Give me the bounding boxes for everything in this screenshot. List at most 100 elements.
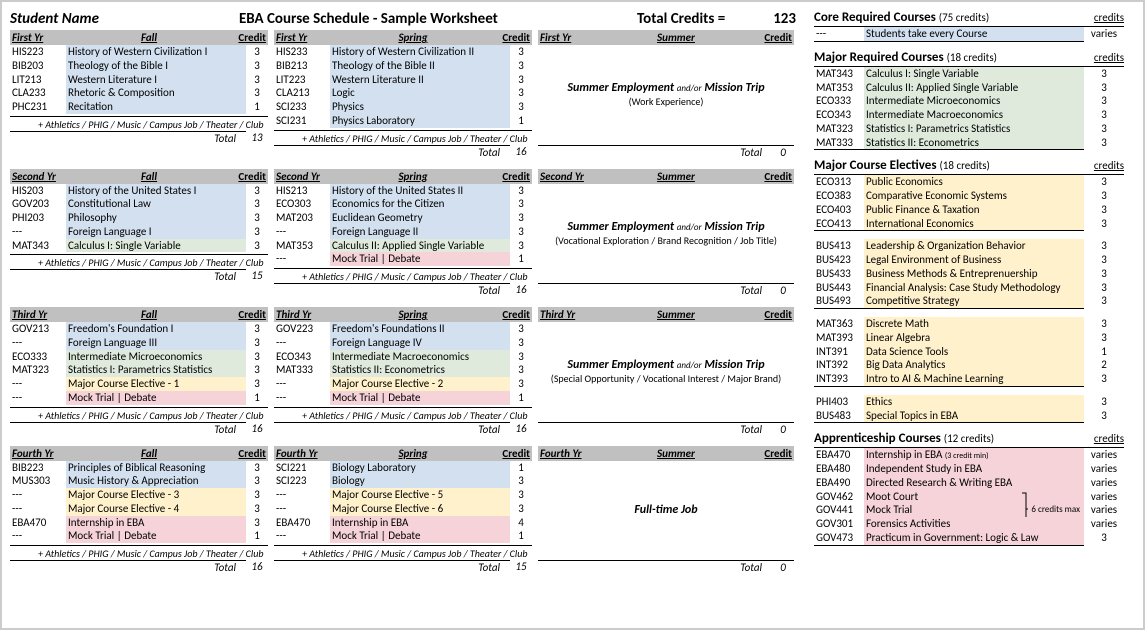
course-name: Ethics: [864, 395, 1084, 409]
course-row: MUS303 Music History & Appreciation 3: [10, 474, 268, 488]
course-row: --- Major Course Elective - 3 3: [10, 488, 268, 502]
year-label: First Yr: [274, 30, 330, 45]
group-sub: PHI403 Ethics 3 BUS483 Special Topics in…: [814, 395, 1124, 424]
course-code: EBA470: [274, 516, 330, 530]
course-name: Business Methods & Entreprenuership: [864, 267, 1084, 281]
course-row: --- Major Course Elective - 1 3: [10, 377, 268, 391]
group-row: MAT353 Calculus II: Applied Single Varia…: [814, 81, 1124, 95]
course-name: Biology Laboratory: [330, 461, 510, 475]
course-credit: 3: [510, 377, 532, 391]
course-name: Statistics II: Econometrics: [330, 363, 510, 377]
course-credit: 3: [510, 363, 532, 377]
course-code: ECO313: [814, 175, 864, 189]
term-header: Fourth Yr Fall Credit: [10, 446, 268, 461]
course-code: BIB213: [274, 59, 330, 73]
course-code: ECO413: [814, 217, 864, 232]
course-name: Mock Trial | Debate: [66, 391, 246, 405]
group-row: BUS443 Financial Analysis: Case Study Me…: [814, 281, 1124, 295]
group-row: BUS483 Special Topics in EBA 3: [814, 409, 1124, 424]
course-code: ---: [274, 488, 330, 502]
summer-total: Total 0: [538, 145, 794, 159]
term-header: Third Yr Summer Credit: [538, 307, 794, 322]
course-credit: 3: [510, 100, 532, 114]
course-credit: varies: [1084, 503, 1124, 517]
course-row: MAT203 Euclidean Geometry 3: [274, 211, 532, 225]
course-credit: 3: [246, 73, 268, 87]
course-name: History of the United States II: [330, 184, 510, 198]
course-code: PHC231: [10, 100, 66, 114]
course-code: SCI221: [274, 461, 330, 475]
year-label: Third Yr: [274, 307, 330, 322]
season-label: Spring: [330, 169, 496, 184]
course-group: Apprenticeship Courses (12 credits) cred…: [814, 431, 1124, 545]
season-label: Spring: [330, 30, 496, 45]
course-name: Freedom's Foundations II: [330, 322, 510, 336]
course-name: Economics for the Citizen: [330, 197, 510, 211]
course-name: Logic: [330, 86, 510, 100]
course-name: Public Economics: [864, 175, 1084, 189]
group-sub: MAT343 Calculus I: Single Variable 3 MAT…: [814, 67, 1124, 151]
course-code: MAT393: [814, 331, 864, 345]
course-credit: 3: [510, 197, 532, 211]
course-row: --- Mock Trial | Debate 1: [10, 529, 268, 543]
extras-line: + Athletics / PHIG / Music / Campus Job …: [274, 130, 532, 145]
credits-heading: credits: [1094, 51, 1124, 64]
course-credit: 3: [246, 59, 268, 73]
course-row: --- Mock Trial | Debate 1: [274, 252, 532, 266]
credits-heading: credits: [1094, 11, 1124, 24]
course-code: EBA490: [814, 476, 864, 490]
course-name: Mock Trial | Debate: [330, 252, 510, 266]
course-name: Public Finance & Taxation: [864, 203, 1084, 217]
course-credit: 3: [1084, 203, 1124, 217]
term-block-fall: Third Yr Fall Credit GOV213 Freedom's Fo…: [10, 307, 268, 436]
course-code: BUS443: [814, 281, 864, 295]
course-code: ---: [10, 502, 66, 516]
credit-heading: Credit: [758, 446, 794, 461]
course-name: Independent Study in EBA: [864, 462, 1084, 476]
course-credit: 3: [510, 239, 532, 253]
course-name: Foreign Language II: [330, 225, 510, 239]
course-name: Special Topics in EBA: [864, 409, 1084, 424]
term-total: Total 16: [274, 283, 532, 297]
course-credit: 3: [510, 59, 532, 73]
course-row: MAT353 Calculus II: Applied Single Varia…: [274, 239, 532, 253]
year-label: Second Yr: [10, 169, 66, 184]
course-code: BUS493: [814, 294, 864, 309]
course-name: Calculus I: Single Variable: [864, 67, 1084, 81]
group-row: GOV473 Practicum in Government: Logic & …: [814, 531, 1124, 546]
course-credit: 1: [510, 529, 532, 543]
course-code: MAT353: [814, 81, 864, 95]
group-row: EBA480 Independent Study in EBA varies: [814, 462, 1124, 476]
group-header: Major Course Electives (18 credits) cred…: [814, 158, 1124, 175]
course-code: CLA213: [274, 86, 330, 100]
course-credit: 1: [510, 114, 532, 128]
course-credit: 3: [510, 502, 532, 516]
course-credit: 1: [510, 391, 532, 405]
course-code: MAT363: [814, 317, 864, 331]
course-code: ECO333: [814, 94, 864, 108]
term-header: Fourth Yr Spring Credit: [274, 446, 532, 461]
group-row: BUS413 Leadership & Organization Behavio…: [814, 239, 1124, 253]
credit-heading: Credit: [232, 169, 268, 184]
course-credit: varies: [1084, 490, 1124, 504]
course-name: Mock Trial | Debate: [66, 529, 246, 543]
course-code: MAT353: [274, 239, 330, 253]
course-code: MAT333: [814, 136, 864, 151]
term-total: Total 15: [274, 560, 532, 574]
course-row: HIS233 History of Western Civilization I…: [274, 45, 532, 59]
course-row: --- Major Course Elective - 6 3: [274, 502, 532, 516]
group-row: INT393 Intro to AI & Machine Learning 3: [814, 372, 1124, 387]
course-code: ---: [814, 27, 864, 42]
year-label: Fourth Yr: [10, 446, 66, 461]
extras-line: + Athletics / PHIG / Music / Campus Job …: [10, 545, 268, 560]
course-row: LIT213 Western Literature I 3: [10, 73, 268, 87]
course-code: ---: [10, 488, 66, 502]
course-name: Philosophy: [66, 211, 246, 225]
course-credit: 3: [1084, 81, 1124, 95]
credit-heading: Credit: [758, 307, 794, 322]
course-credit: 3: [246, 197, 268, 211]
course-name: Statistics I: Parametrics Statistics: [66, 363, 246, 377]
extras-line: + Athletics / PHIG / Music / Campus Job …: [274, 268, 532, 283]
course-credit: 1: [1084, 345, 1124, 359]
course-credit: 3: [246, 502, 268, 516]
